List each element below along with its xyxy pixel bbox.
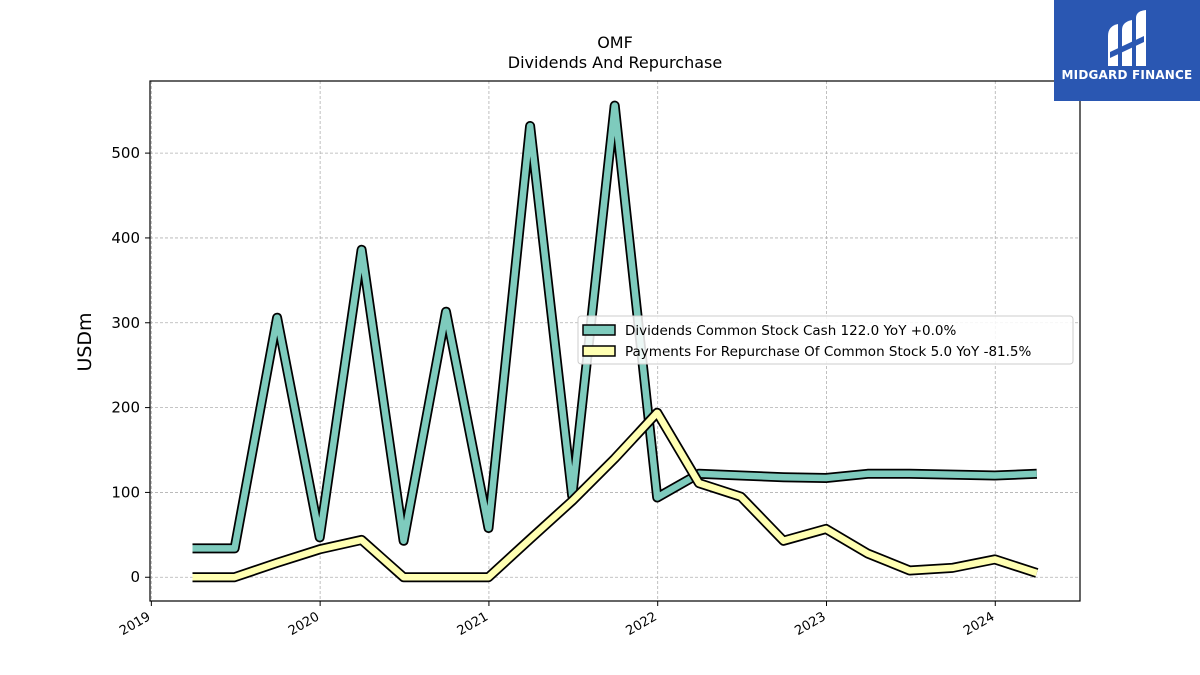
- chart-title: OMF: [597, 33, 633, 52]
- y-tick-label: 0: [130, 568, 140, 586]
- series-line: [192, 409, 1038, 581]
- logo-mark-icon: [1108, 10, 1146, 66]
- y-tick-label: 300: [111, 314, 140, 332]
- y-tick-label: 100: [111, 483, 140, 501]
- x-tick-label: 2019: [117, 609, 153, 639]
- series-line: [192, 102, 1037, 552]
- y-tick-label: 400: [111, 229, 140, 247]
- logo-text: MIDGARD FINANCE: [1061, 68, 1193, 82]
- x-tick-label: 2022: [624, 609, 660, 639]
- legend-swatch: [582, 345, 616, 357]
- series-2: [192, 407, 1039, 583]
- series-1: [192, 100, 1038, 554]
- x-tick-label: 2024: [961, 609, 997, 639]
- y-tick-label: 500: [111, 144, 140, 162]
- legend-label: Dividends Common Stock Cash 122.0 YoY +0…: [625, 323, 957, 339]
- legend-swatch: [582, 324, 616, 336]
- legend-label: Payments For Repurchase Of Common Stock …: [625, 344, 1032, 360]
- y-tick-label: 200: [111, 399, 140, 417]
- brand-logo: MIDGARD FINANCE: [1054, 0, 1200, 101]
- x-tick-label: 2021: [455, 609, 491, 639]
- plot-frame: [149, 80, 1081, 602]
- legend-box: [577, 315, 1074, 365]
- x-tick-label: 2020: [286, 609, 322, 639]
- chart-subtitle: Dividends And Repurchase: [508, 53, 722, 72]
- series-lines: [192, 100, 1039, 583]
- x-tick-label: 2023: [792, 609, 828, 639]
- y-axis-label: USDm: [74, 312, 96, 371]
- legend: Dividends Common Stock Cash 122.0 YoY +0…: [577, 315, 1074, 365]
